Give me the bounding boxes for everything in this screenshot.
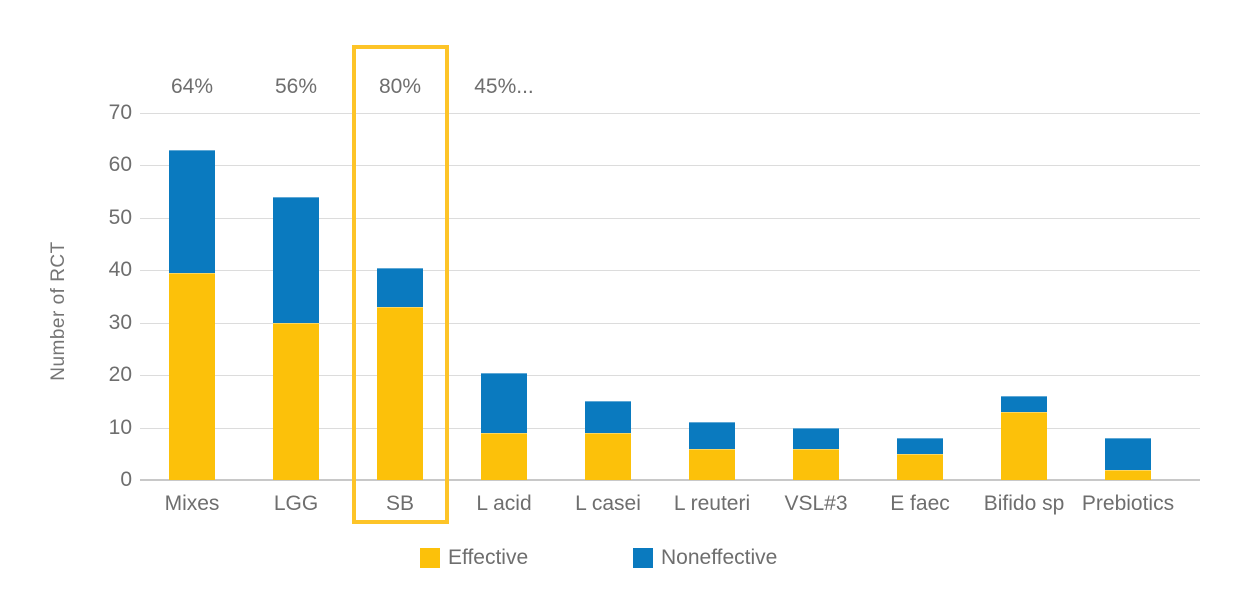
percent-label: 64% <box>170 75 214 98</box>
bar-segment-effective <box>169 272 215 480</box>
x-axis-baseline <box>140 479 1200 481</box>
category-column: 56% LGG <box>244 0 348 606</box>
category-column: VSL#3 <box>764 0 868 606</box>
gridline <box>140 270 1200 272</box>
bar-segment-noneffective <box>377 267 423 307</box>
x-axis-label: L casei <box>575 492 641 515</box>
bar-segment-effective <box>1001 411 1047 480</box>
y-tick-label: 0 <box>120 468 132 491</box>
y-tick-label: 60 <box>108 153 132 177</box>
bar-segment-effective <box>689 448 735 480</box>
gridline <box>140 217 1200 219</box>
bar-segment-noneffective <box>585 401 631 433</box>
bar-segment-effective <box>585 432 631 480</box>
y-tick-label: 50 <box>108 205 132 229</box>
x-axis-label: Bifido sp <box>983 492 1065 515</box>
x-axis-label: L acid <box>476 492 532 515</box>
bar-segment-effective <box>897 453 943 480</box>
legend-label-noneffective: Noneffective <box>661 546 778 569</box>
gridline <box>140 113 1200 114</box>
effective-swatch-icon <box>420 548 440 568</box>
percent-label: 45%... <box>474 75 534 98</box>
y-tick-label: 10 <box>108 415 132 439</box>
y-tick-label: 40 <box>108 258 132 282</box>
x-axis-label: L reuteri <box>673 492 751 515</box>
category-column: 64% Mixes <box>140 0 244 606</box>
legend-item-effective: Effective <box>420 546 528 570</box>
y-tick-label: 30 <box>108 310 132 334</box>
bar-segment-effective <box>377 306 423 480</box>
category-column: 45%... L acid <box>452 0 556 606</box>
bar-segment-noneffective <box>1001 396 1047 412</box>
bar-segment-effective <box>481 432 527 480</box>
highlight-box <box>351 45 449 524</box>
category-column: L casei <box>556 0 660 606</box>
x-axis-label: SB <box>385 492 414 515</box>
percent-label: 56% <box>274 75 318 98</box>
legend-label-effective: Effective <box>448 546 529 569</box>
x-axis-label: Mixes <box>164 492 220 515</box>
gridline <box>140 322 1200 324</box>
bar-segment-noneffective <box>793 427 839 449</box>
bar-segment-noneffective <box>689 422 735 449</box>
percent-label: 80% <box>378 75 422 98</box>
bar-segment-noneffective <box>897 438 943 454</box>
bar-segment-noneffective <box>1105 438 1151 470</box>
legend-item-noneffective: Noneffective <box>633 546 777 570</box>
gridline <box>140 165 1200 167</box>
bar-segment-effective <box>1105 469 1151 480</box>
gridline <box>140 375 1200 377</box>
x-axis-label: LGG <box>273 492 319 515</box>
bar-segment-noneffective <box>481 372 527 433</box>
category-column: Prebiotics <box>1076 0 1180 606</box>
category-column: 80% SB <box>348 0 452 606</box>
bar-segment-effective <box>273 322 319 480</box>
x-axis-label: Prebiotics <box>1081 492 1175 515</box>
legend: Effective Noneffective <box>0 546 1250 572</box>
x-axis-label: VSL#3 <box>784 492 848 515</box>
bar-segment-effective <box>793 448 839 480</box>
noneffective-swatch-icon <box>633 548 653 568</box>
y-tick-label: 20 <box>108 363 132 387</box>
bar-segment-noneffective <box>169 149 215 273</box>
category-column: Bifido sp <box>972 0 1076 606</box>
category-column: L reuteri <box>660 0 764 606</box>
category-column: E faec <box>868 0 972 606</box>
bar-segment-noneffective <box>273 196 319 323</box>
gridline <box>140 427 1200 429</box>
y-tick-label: 70 <box>108 101 132 124</box>
x-axis-label: E faec <box>890 492 950 515</box>
